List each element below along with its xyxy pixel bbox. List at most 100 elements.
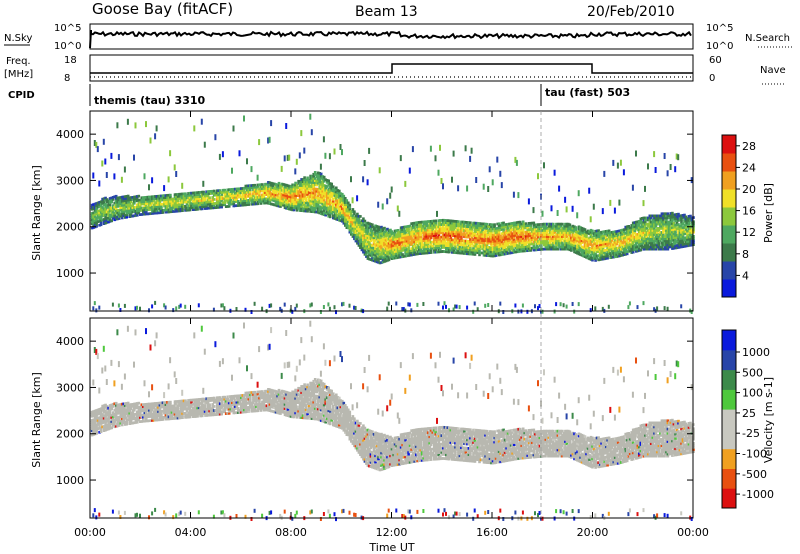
power-cell <box>111 302 114 307</box>
power-cell <box>338 210 341 214</box>
power-cell <box>604 257 608 260</box>
power-cell <box>650 241 653 245</box>
power-cell <box>322 184 326 187</box>
power-cell <box>538 239 542 243</box>
power-cell <box>142 198 145 201</box>
power-cell <box>582 238 585 241</box>
power-cell <box>341 209 344 213</box>
power-cell <box>615 236 618 240</box>
power-cell <box>143 200 147 203</box>
power-cell <box>616 232 620 235</box>
power-cell <box>226 190 229 194</box>
power-cell <box>541 237 545 241</box>
power-cell <box>328 194 332 198</box>
power-cell <box>484 245 487 249</box>
power-cell <box>133 199 136 203</box>
power-cell <box>472 250 475 254</box>
power-cell <box>565 239 569 243</box>
power-cell <box>674 215 677 219</box>
power-cell <box>529 246 532 250</box>
power-cell <box>506 231 510 234</box>
power-cell <box>656 229 659 232</box>
power-cell <box>271 182 275 185</box>
power-cell <box>657 220 661 224</box>
power-cell <box>544 222 548 226</box>
power-cell <box>588 240 591 244</box>
power-cell <box>553 239 557 243</box>
power-cell <box>469 229 472 233</box>
power-cell <box>556 247 560 251</box>
power-cell <box>255 196 258 199</box>
power-cell <box>191 208 195 211</box>
power-cell <box>487 252 490 255</box>
power-cell <box>469 248 472 252</box>
power-cell <box>341 199 344 202</box>
power-cell <box>196 207 199 211</box>
power-cell <box>628 249 632 253</box>
power-cell <box>193 204 196 207</box>
power-cell <box>475 236 478 240</box>
power-cell <box>508 233 511 236</box>
power-cell <box>445 219 448 222</box>
power-cell <box>335 196 338 200</box>
power-cell <box>530 228 534 231</box>
power-cell <box>550 233 554 236</box>
power-cell <box>172 203 175 207</box>
power-cell <box>651 243 655 247</box>
power-cell <box>202 199 205 202</box>
power-cell <box>429 228 433 231</box>
power-cell <box>101 199 104 203</box>
power-cell <box>600 235 603 238</box>
power-cell <box>190 206 193 210</box>
power-cell <box>604 248 608 252</box>
power-cell <box>116 217 119 221</box>
power-cell <box>137 211 141 215</box>
power-cell <box>375 250 379 253</box>
power-cell <box>490 233 493 237</box>
power-cell <box>333 208 337 212</box>
power-cell <box>428 238 431 242</box>
power-cell <box>641 231 644 235</box>
power-cell <box>546 229 549 232</box>
power-cell <box>362 234 365 237</box>
power-cell <box>645 227 649 230</box>
power-cell <box>377 252 380 256</box>
power-cell <box>298 180 302 183</box>
power-cell <box>319 191 323 194</box>
power-cell <box>202 180 205 187</box>
power-cell <box>342 203 346 206</box>
power-cell <box>377 246 380 250</box>
power-cell <box>549 235 552 238</box>
power-cell <box>411 234 415 238</box>
power-cell <box>98 201 101 204</box>
power-cell <box>506 224 510 228</box>
power-cell <box>675 213 679 216</box>
power-cell <box>387 239 391 243</box>
power-cell <box>663 229 667 232</box>
power-cell <box>672 215 676 219</box>
power-cell <box>451 244 454 248</box>
power-cell <box>366 179 369 186</box>
power-cell <box>425 232 428 236</box>
power-cell <box>344 199 347 202</box>
power-cell <box>452 224 456 227</box>
power-cell <box>537 227 540 231</box>
power-cell <box>96 216 100 219</box>
power-cell <box>325 197 329 201</box>
power-cell <box>461 233 465 236</box>
power-cell <box>497 241 501 244</box>
power-cell <box>647 216 650 220</box>
power-cell <box>546 241 549 245</box>
power-cell <box>683 230 686 234</box>
power-cell <box>238 187 242 191</box>
power-cell <box>354 214 358 218</box>
power-cell <box>633 240 637 243</box>
power-cell <box>90 212 94 215</box>
power-cell <box>316 175 320 179</box>
power-cell <box>344 224 347 227</box>
power-cell <box>378 234 382 238</box>
power-cell <box>339 213 343 216</box>
power-cell <box>360 227 364 231</box>
power-cell <box>660 227 664 230</box>
power-cell <box>650 247 653 251</box>
